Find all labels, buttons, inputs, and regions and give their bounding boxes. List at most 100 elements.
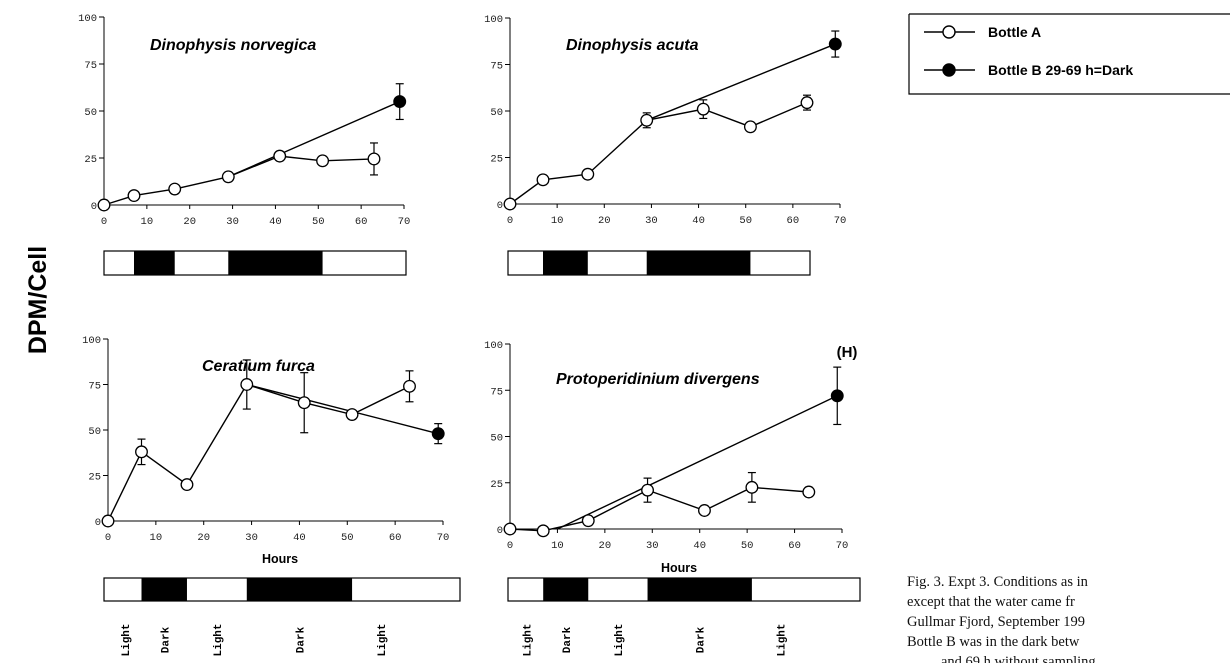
y-tick-label: 100: [484, 14, 503, 26]
data-point-bottle-a: [698, 504, 711, 517]
figure-caption: Fig. 3. Expt 3. Conditions as in except …: [907, 572, 1230, 663]
x-tick-label: 0: [105, 532, 111, 544]
x-tick-label: 50: [741, 540, 754, 552]
x-tick-label: 30: [646, 540, 659, 552]
series-line-bottle-a: [103, 155, 375, 206]
data-point-bottle-a: [101, 514, 115, 528]
y-tick-label: 25: [84, 154, 97, 166]
light-dark-label: Light: [213, 623, 225, 656]
light-dark-label: Dark: [562, 626, 574, 653]
data-point-bottle-a: [802, 485, 816, 499]
light-dark-label: Light: [523, 623, 535, 656]
data-point-bottle-a: [536, 173, 550, 187]
light-dark-label: Dark: [696, 626, 708, 653]
series-line-bottle-a: [509, 486, 809, 532]
data-point-bottle-a: [503, 522, 517, 536]
caption-line: and 69 h without sampling: [941, 654, 1096, 663]
y-tick-label: 25: [88, 472, 101, 484]
x-tick-label: 60: [389, 532, 402, 544]
x-tick-label: 10: [141, 216, 154, 228]
data-point-bottle-a: [581, 514, 595, 528]
dark-period-segment: [134, 251, 175, 275]
x-tick-label: 30: [645, 215, 658, 227]
data-point-bottle-a: [221, 170, 235, 184]
light-dark-label: Light: [377, 623, 389, 656]
x-tick-label: 0: [507, 540, 513, 552]
data-point-bottle-b: [830, 389, 844, 403]
legend-label-bottle-a: Bottle A: [988, 24, 1041, 40]
data-point-bottle-a: [536, 524, 550, 538]
data-point-bottle-a: [240, 378, 254, 391]
x-tick-label: 40: [269, 216, 282, 228]
chart-panel-4: 0 25 50 75 100 0 10 20 30 40 50 60 70 Protoperidinium…: [484, 340, 861, 657]
dark-period-segment: [246, 578, 353, 601]
data-point-bottle-b: [431, 427, 445, 441]
dark-period-segment: [228, 251, 323, 275]
x-tick-label: 60: [355, 216, 368, 228]
chart-panel-2: 0 25 50 75 100 0 10 20 30 40 50 60 70 Dinophysis acut…: [484, 14, 846, 276]
x-tick-label: 60: [788, 540, 801, 552]
data-point-bottle-a: [127, 189, 141, 203]
legend-label-bottle-b: Bottle B 29-69 h=Dark: [988, 62, 1133, 78]
x-tick-label: 60: [787, 215, 800, 227]
data-point-bottle-a: [503, 197, 517, 211]
x-tick-label: 50: [312, 216, 325, 228]
x-tick-label: 10: [551, 215, 564, 227]
data-point-bottle-a: [273, 149, 287, 163]
caption-line: Fig. 3. Expt 3. Conditions as in: [907, 574, 1088, 590]
y-tick-label: 50: [490, 107, 503, 119]
x-tick-label: 50: [739, 215, 752, 227]
x-axis-label: Hours: [661, 561, 697, 575]
light-dark-label: Light: [121, 623, 133, 656]
dark-period-segment: [646, 251, 751, 275]
x-tick-label: 20: [197, 532, 210, 544]
data-point-bottle-a: [316, 154, 330, 168]
y-tick-label: 75: [84, 60, 97, 72]
y-tick-label: 50: [84, 107, 97, 119]
data-point-bottle-a: [180, 478, 194, 492]
series-line-bottle-b: [228, 100, 400, 178]
data-point-bottle-a: [97, 198, 111, 212]
y-tick-label: 100: [78, 13, 97, 25]
legend-frame: [908, 13, 1230, 95]
light-dark-label: Light: [776, 623, 788, 656]
dark-period-segment: [543, 578, 589, 601]
data-point-bottle-a: [581, 167, 595, 181]
y-tick-label: 100: [484, 340, 503, 352]
x-tick-label: 10: [150, 532, 163, 544]
caption-line: Gullmar Fjord, September 199: [907, 614, 1086, 630]
data-point-bottle-a: [297, 396, 311, 410]
x-tick-label: 0: [101, 216, 107, 228]
x-tick-label: 70: [437, 532, 450, 544]
data-point-bottle-b: [828, 37, 842, 51]
chart-title: Ceratium furca: [202, 358, 315, 375]
annotation: (H): [837, 344, 858, 361]
data-point-bottle-a: [745, 480, 759, 494]
y-tick-label: 100: [82, 335, 101, 347]
data-point-bottle-a: [367, 152, 381, 166]
x-tick-label: 30: [226, 216, 239, 228]
caption-line: except that the water came fr: [907, 594, 1075, 610]
chart-title: Dinophysis acuta: [566, 37, 699, 54]
data-point-bottle-a: [696, 102, 710, 116]
data-point-bottle-a: [800, 96, 814, 110]
x-tick-label: 20: [183, 216, 196, 228]
y-tick-label: 25: [490, 479, 503, 491]
data-point-bottle-a: [403, 379, 416, 393]
y-tick-label: 25: [490, 154, 503, 166]
chart-panel-3: 0 25 50 75 100 0 10 20 30 40 50 60 70 Ceratium furca H…: [82, 335, 461, 657]
x-tick-label: 20: [598, 215, 611, 227]
x-axis-label: Hours: [262, 552, 298, 566]
legend: Bottle A Bottle B 29-69 h=Dark: [908, 13, 1230, 95]
dark-period-segment: [543, 251, 588, 275]
x-tick-label: 20: [599, 540, 612, 552]
data-point-bottle-a: [743, 120, 757, 134]
x-tick-label: 40: [293, 532, 306, 544]
y-tick-label: 75: [88, 381, 101, 393]
y-tick-label: 50: [490, 433, 503, 445]
y-tick-label: 0: [91, 201, 97, 213]
chart-title: Dinophysis norvegica: [150, 37, 316, 54]
data-point-bottle-b: [393, 95, 407, 109]
data-point-bottle-a: [135, 445, 148, 459]
